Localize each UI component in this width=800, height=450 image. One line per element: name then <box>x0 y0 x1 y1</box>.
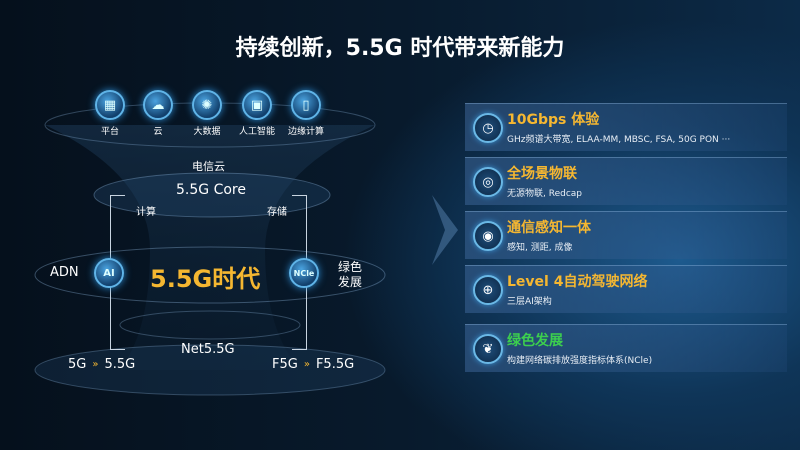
iot-icon: ◎ <box>473 167 503 197</box>
card-title: 全场景物联 <box>507 166 577 182</box>
top-icon-label: 云 <box>153 127 163 137</box>
evolution-f5g: F5G » F5.5G <box>272 357 354 372</box>
network-globe-icon: ⊕ <box>473 275 503 305</box>
bracket-right-bottom <box>292 349 307 350</box>
cloud-icon: ☁ <box>143 90 173 120</box>
capability-card: ❦ 绿色发展 构建网络碳排放强度指标体系(NCle) <box>465 324 787 372</box>
double-chevron-icon: » <box>303 359 310 370</box>
compute-label: 计算 <box>136 207 156 218</box>
speedometer-icon: ◷ <box>473 113 503 143</box>
capability-card: ◷ 10Gbps 体验 GHz频谱大带宽, ELAA-MM, MBSC, FSA… <box>465 103 787 151</box>
ai-chip-icon: ▣ <box>242 90 272 120</box>
bracket-left-bottom <box>110 349 125 350</box>
bracket-left-top <box>110 195 125 196</box>
net-label: Net5.5G <box>181 342 235 357</box>
card-title: 10Gbps 体验 <box>507 112 600 128</box>
card-subtitle: 无源物联, Redcap <box>507 189 582 199</box>
chevron-right-icon <box>432 195 458 265</box>
era-title: 5.5G时代 <box>150 265 261 293</box>
platform-icon: ▦ <box>95 90 125 120</box>
ncle-badge: NCle <box>289 258 319 288</box>
card-subtitle: 三层AI架构 <box>507 297 552 307</box>
telecom-cloud-label: 电信云 <box>192 160 225 173</box>
double-chevron-icon: » <box>92 359 99 370</box>
top-icon-label: 平台 <box>100 127 119 137</box>
bracket-right-top <box>292 195 307 196</box>
capability-card: ◉ 通信感知一体 感知, 测距, 成像 <box>465 211 787 259</box>
capability-card: ◎ 全场景物联 无源物联, Redcap <box>465 157 787 205</box>
green-label-2: 发展 <box>338 275 363 289</box>
ai-badge: AI <box>94 258 124 288</box>
to-label: 5.5G <box>104 357 136 372</box>
card-title: 绿色发展 <box>507 333 563 349</box>
from-label: 5G <box>68 357 87 372</box>
top-icon-label: 大数据 <box>193 127 221 137</box>
card-subtitle: 感知, 测距, 成像 <box>507 243 573 253</box>
top-icon-label: 边缘计算 <box>287 127 324 137</box>
from-label: F5G <box>272 357 298 372</box>
card-title: 通信感知一体 <box>507 220 591 236</box>
edge-computing-icon: ▯ <box>291 90 321 120</box>
top-icon-label: 人工智能 <box>238 127 275 137</box>
card-title: Level 4自动驾驶网络 <box>507 274 648 290</box>
card-subtitle: 构建网络碳排放强度指标体系(NCle) <box>507 356 653 366</box>
capability-card: ⊕ Level 4自动驾驶网络 三层AI架构 <box>465 265 787 313</box>
page-title: 持续创新，5.5G 时代带来新能力 <box>235 36 565 61</box>
leaf-icon: ❦ <box>473 334 503 364</box>
green-label-1: 绿色 <box>338 260 363 274</box>
big-data-icon: ✺ <box>192 90 222 120</box>
evolution-5g: 5G » 5.5G <box>68 357 135 372</box>
sensing-icon: ◉ <box>473 221 503 251</box>
core-label: 5.5G Core <box>176 182 246 198</box>
storage-label: 存储 <box>267 207 287 218</box>
adn-label: ADN <box>50 265 79 280</box>
to-label: F5.5G <box>315 357 355 372</box>
card-subtitle: GHz频谱大带宽, ELAA-MM, MBSC, FSA, 50G PON ··… <box>507 135 731 145</box>
